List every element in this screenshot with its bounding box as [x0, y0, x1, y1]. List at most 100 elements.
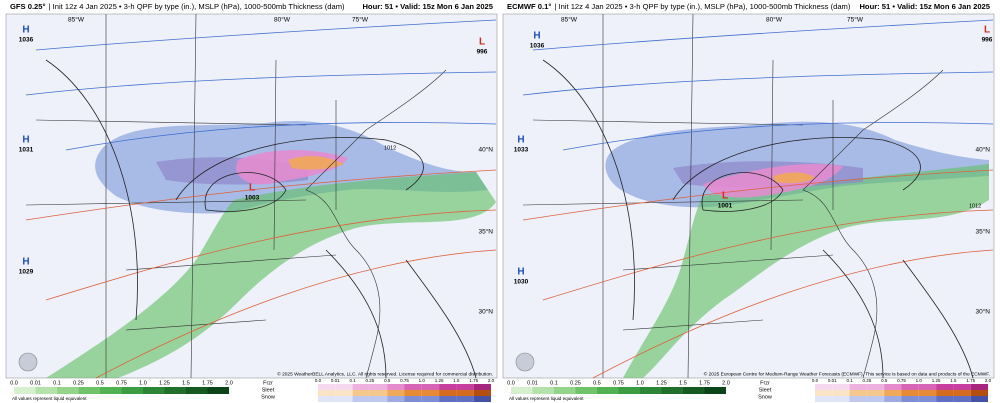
legend-swatch — [815, 396, 833, 402]
contour — [532, 19, 994, 51]
legend-swatch — [404, 390, 422, 396]
legend-swatch — [815, 384, 833, 390]
legend-swatch — [832, 384, 850, 390]
contour — [672, 137, 921, 201]
legend-value: 0.5 — [96, 380, 104, 386]
legend-swatch — [421, 396, 440, 402]
contour — [405, 259, 477, 379]
legend-value: 1.0 — [636, 380, 644, 386]
legend-value: 1.0 — [916, 378, 923, 383]
legend-swatch — [369, 390, 388, 396]
pressure-value: 1036 — [530, 43, 545, 50]
legend-swatch — [421, 390, 440, 396]
legend-swatch — [164, 387, 186, 394]
legend-swatch — [421, 384, 440, 390]
latitude-label: 35°N — [975, 228, 990, 236]
legend-swatch — [318, 390, 336, 396]
legend-value: 1.75 — [469, 378, 478, 383]
precip-area — [703, 164, 843, 198]
hour-valid: Hour: 51 • Valid: 15z Mon 6 Jan 2025 — [362, 2, 493, 11]
pressure-value: 996 — [982, 37, 993, 44]
legend-swatch — [511, 387, 533, 394]
contour — [45, 59, 138, 321]
legend-value: 0.75 — [897, 378, 906, 383]
legend-swatch — [473, 396, 491, 402]
legend-swatch — [439, 390, 457, 396]
legend-value: 2.0 — [722, 380, 730, 386]
legend-value: 0.25 — [570, 380, 581, 386]
legend-swatch — [207, 387, 229, 394]
legend-swatch — [318, 384, 336, 390]
legend-swatch — [901, 390, 919, 396]
legend-swatch — [918, 384, 937, 390]
legend-swatch — [143, 387, 165, 394]
logo — [18, 352, 38, 372]
longitude-label: 85°W — [68, 16, 85, 24]
legend-value: 0.5 — [593, 380, 601, 386]
description: | Init 12z 4 Jan 2025 • 3-h QPF by type … — [49, 2, 345, 11]
legend-type: Snow — [261, 394, 275, 400]
legend-swatch — [532, 387, 554, 394]
pressure-value: 1003 — [245, 195, 260, 202]
legend-value: 0.25 — [366, 378, 375, 383]
legend-value: 1.5 — [950, 378, 957, 383]
legend-value: 0.1 — [349, 378, 356, 383]
legend-swatch — [404, 396, 422, 402]
longitude-label: 80°W — [766, 16, 783, 24]
legend-value: 0.0 — [812, 378, 819, 383]
legend-swatch — [884, 396, 902, 402]
legend-value: 0.75 — [400, 378, 409, 383]
legend-note: All values represent liquid equivalent — [12, 396, 87, 401]
legend-value: 0.5 — [881, 378, 888, 383]
legend-type: Frzr — [263, 380, 273, 386]
legend-swatch — [352, 390, 370, 396]
legend-value: 0.1 — [846, 378, 853, 383]
legend-type: Snow — [758, 394, 772, 400]
legend-swatch — [970, 384, 988, 390]
legend-swatch — [575, 387, 597, 394]
borders — [25, 13, 447, 379]
legend-swatch — [597, 387, 619, 394]
panel-title: GFS 0.25° | Init 12z 4 Jan 2025 • 3-h QPF… — [10, 2, 345, 11]
legend-swatch — [704, 387, 726, 394]
legend-swatch — [456, 384, 474, 390]
legend-swatch — [936, 384, 954, 390]
legend-swatch — [661, 387, 683, 394]
legend-value: 0.01 — [828, 378, 837, 383]
legend-swatch — [456, 390, 474, 396]
longitude-label: 75°W — [352, 16, 369, 24]
contour — [542, 59, 635, 321]
contour — [45, 209, 497, 301]
legend-swatch — [186, 387, 208, 394]
map-panel: GFS 0.25° | Init 12z 4 Jan 2025 • 3-h QPF… — [5, 0, 498, 403]
legend-swatch — [640, 387, 662, 394]
legend-swatch — [100, 387, 122, 394]
logo — [515, 352, 535, 372]
legend-swatch — [953, 396, 971, 402]
latitude-label: 40°N — [478, 146, 493, 154]
legend-swatch — [473, 390, 491, 396]
pressure-letter: L — [479, 37, 485, 48]
legend-swatch — [439, 384, 457, 390]
longitude-label: 80°W — [274, 16, 291, 24]
legend-swatch — [387, 396, 405, 402]
legend-swatch — [78, 387, 100, 394]
pressure-value: 1029 — [19, 269, 34, 276]
legend-swatch — [57, 387, 79, 394]
contour — [592, 249, 994, 379]
contour — [95, 249, 497, 379]
legend-swatch — [849, 384, 867, 390]
precip-area — [773, 172, 815, 184]
legend-value: 1.0 — [419, 378, 426, 383]
legend-value: 0.1 — [53, 380, 61, 386]
credit: © 2025 European Centre for Medium-Range … — [704, 370, 990, 377]
legend-value: 2.0 — [488, 378, 495, 383]
contour — [902, 259, 974, 379]
credit: © 2025 WeatherBELL Analytics, LLC. All r… — [277, 370, 493, 377]
legend-swatch — [683, 387, 705, 394]
pressure-value: 1036 — [19, 37, 34, 44]
contour — [35, 19, 497, 51]
legend-swatch — [121, 387, 143, 394]
pressure-letter: H — [22, 25, 29, 36]
